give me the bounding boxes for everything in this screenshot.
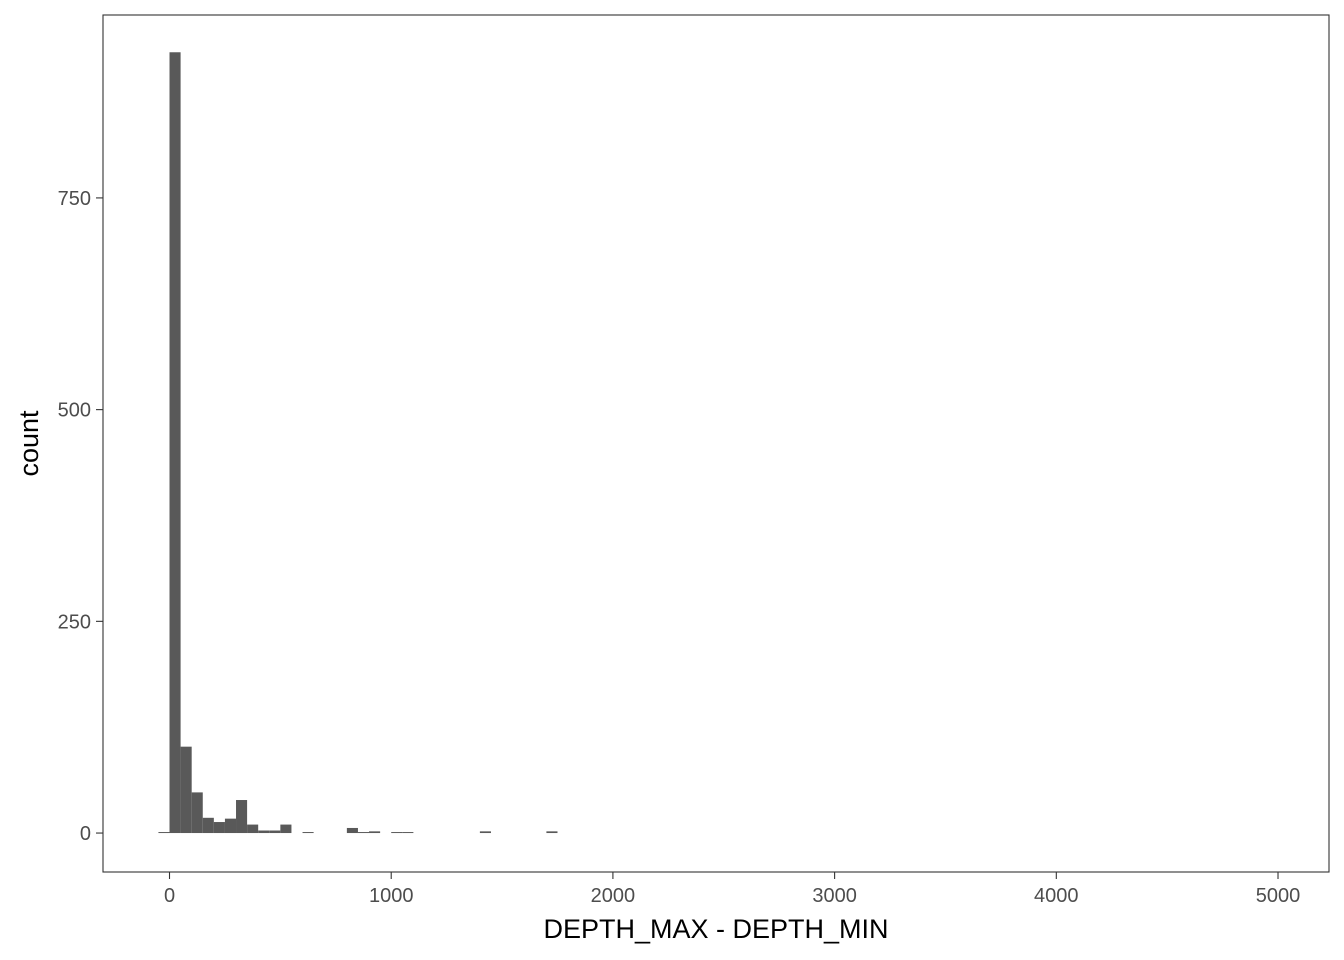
panel-border <box>102 14 1330 873</box>
y-tick-label: 250 <box>58 611 91 633</box>
histogram-bar <box>546 831 558 834</box>
x-axis-title: DEPTH_MAX - DEPTH_MIN <box>543 914 888 944</box>
x-axis: 0 1000 2000 3000 4000 5000 <box>164 872 1300 907</box>
y-tick-label: 750 <box>58 188 91 210</box>
histogram-bar <box>357 832 370 834</box>
histogram-bar <box>269 830 281 834</box>
x-tick-label: 3000 <box>812 885 857 907</box>
histogram-bar <box>391 832 403 834</box>
x-tick-label: 0 <box>164 885 175 907</box>
histogram-bar <box>247 824 259 834</box>
histogram-bars <box>158 52 558 834</box>
x-tick-label: 2000 <box>591 885 636 907</box>
histogram-bar <box>202 817 214 834</box>
histogram-bar <box>158 832 170 834</box>
y-axis-title: count <box>14 410 44 477</box>
histogram-bar <box>169 52 181 834</box>
x-tick-label: 4000 <box>1034 885 1079 907</box>
y-tick-label: 500 <box>58 400 91 422</box>
histogram-bar <box>258 830 270 834</box>
x-tick-label: 1000 <box>369 885 414 907</box>
histogram-bar <box>224 818 237 834</box>
histogram-bar <box>236 800 248 834</box>
histogram-bar <box>302 832 314 834</box>
histogram-bar <box>402 832 414 834</box>
histogram-bar <box>346 827 358 834</box>
histogram-bar <box>213 822 225 834</box>
histogram-bar <box>369 831 381 834</box>
histogram-bar <box>280 824 292 834</box>
y-axis: 0 250 500 750 <box>58 188 103 845</box>
x-tick-label: 5000 <box>1256 885 1301 907</box>
histogram-bar <box>191 792 203 834</box>
y-tick-label: 0 <box>80 823 91 845</box>
histogram-bar <box>479 831 491 834</box>
histogram-bar <box>180 746 192 834</box>
